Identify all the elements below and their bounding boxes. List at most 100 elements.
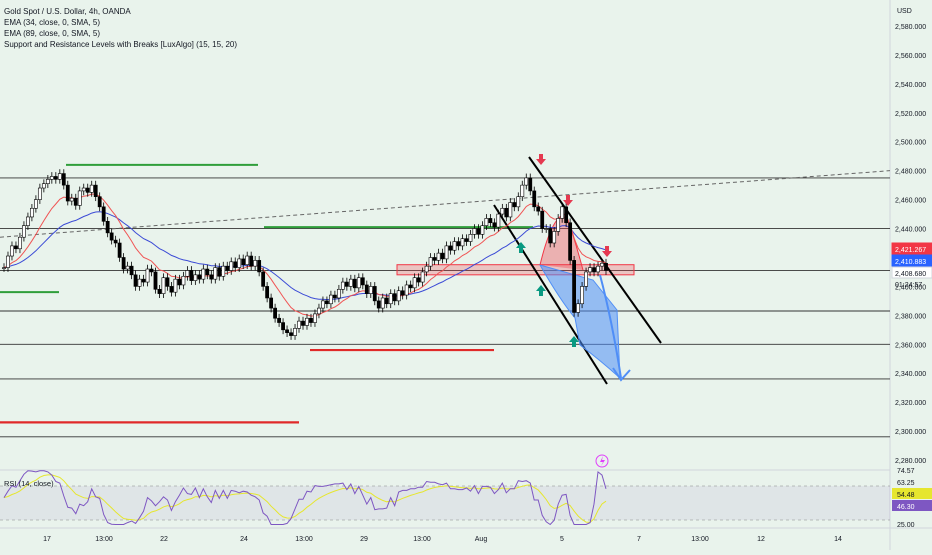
- ema89-line: [3, 211, 607, 301]
- candle-body: [309, 317, 313, 323]
- candle-body: [364, 284, 369, 294]
- candle-body: [261, 271, 266, 287]
- sell-arrow-icon: [536, 154, 546, 165]
- candle-body: [532, 190, 537, 208]
- candle-body: [277, 317, 281, 323]
- candle-body: [161, 277, 166, 294]
- candle-body: [468, 234, 473, 242]
- y-tick-label: 2,440.000: [895, 227, 926, 234]
- candle-body: [472, 228, 477, 235]
- candle-body: [97, 196, 102, 208]
- candle-body: [400, 290, 405, 296]
- candle-body: [552, 231, 557, 244]
- candle-body: [380, 297, 385, 309]
- candle-body: [109, 232, 114, 241]
- y-tick-label: 2,340.000: [895, 371, 926, 378]
- candle-body: [568, 222, 573, 261]
- candle-body: [57, 173, 62, 180]
- candle-body: [93, 184, 98, 198]
- candle-body: [492, 222, 497, 228]
- candle-body: [65, 184, 70, 202]
- candle-body: [197, 274, 202, 280]
- candle-body: [265, 286, 270, 299]
- y-tick-label: 2,400.000: [895, 284, 926, 291]
- candle-body: [432, 257, 437, 261]
- candle-body: [201, 268, 206, 280]
- currency-label: USD: [897, 8, 912, 15]
- sell-arrow-icon: [563, 195, 573, 206]
- candle-body: [73, 197, 78, 206]
- candle-body: [356, 277, 361, 289]
- lightning-glyph: [600, 456, 605, 466]
- candle-body: [420, 271, 425, 283]
- candle-body: [564, 206, 569, 224]
- y-tick-label: 2,360.000: [895, 342, 926, 349]
- legend-ema34: EMA (34, close, 0, SMA, 5): [4, 18, 101, 27]
- candle-body: [384, 297, 389, 305]
- candle-body: [237, 258, 242, 268]
- rsi-ma-line: [3, 474, 607, 523]
- lightning-icon: [595, 454, 609, 468]
- x-tick-label: 29: [360, 536, 368, 543]
- candle-body: [101, 206, 106, 222]
- rsi-badge-label: 54.48: [897, 492, 915, 499]
- legend-symbol: Gold Spot / U.S. Dollar, 4h, OANDA: [4, 7, 131, 16]
- x-tick-label: 13:00: [413, 536, 431, 543]
- x-tick-label: 12: [757, 536, 765, 543]
- candle-body: [22, 225, 26, 238]
- projection-shape: [538, 264, 621, 380]
- candle-body: [448, 245, 453, 251]
- candle-body: [117, 242, 122, 258]
- candle-body: [185, 270, 190, 277]
- candle-body: [536, 206, 541, 212]
- candle-body: [480, 225, 485, 235]
- candle-body: [233, 261, 238, 268]
- rsi-badge-label: 46.30: [897, 504, 915, 511]
- candle-body: [317, 307, 321, 315]
- chart-legend: Gold Spot / U.S. Dollar, 4h, OANDA EMA (…: [4, 6, 237, 50]
- candle-body: [325, 300, 329, 305]
- candle-body: [484, 218, 489, 226]
- candle-body: [137, 278, 142, 287]
- candle-body: [596, 265, 600, 273]
- candle-body: [273, 307, 277, 319]
- x-tick-label: 13:00: [691, 536, 709, 543]
- y-tick-label: 2,560.000: [895, 53, 926, 60]
- candle-body: [516, 196, 521, 208]
- candle-body: [572, 260, 577, 313]
- price-badge-label: 2,421.267: [895, 247, 926, 254]
- projection-arrowhead: [612, 367, 631, 382]
- candle-body: [217, 267, 222, 277]
- candle-body: [26, 216, 30, 226]
- candle-body: [269, 297, 274, 309]
- candle-body: [181, 275, 186, 286]
- x-tick-label: Aug: [475, 536, 488, 543]
- candle-body: [121, 257, 126, 270]
- price-badge: [891, 266, 932, 279]
- buy-arrow-icon: [536, 285, 546, 296]
- candle-body: [408, 284, 413, 289]
- x-tick-label: 14: [834, 536, 842, 543]
- candle-body: [229, 261, 234, 271]
- x-tick-label: 17: [43, 536, 51, 543]
- candle-body: [125, 265, 130, 270]
- rsi-tick-label: 25.00: [897, 522, 915, 529]
- rsi-tick-label: 63.25: [897, 480, 915, 487]
- candle-body: [49, 176, 54, 180]
- candle-body: [444, 245, 449, 260]
- candle-body: [281, 322, 285, 331]
- candle-body: [85, 187, 90, 193]
- candle-body: [524, 177, 529, 186]
- candle-body: [604, 262, 608, 271]
- resistance-zone-box: [396, 264, 635, 276]
- y-tick-label: 2,580.000: [895, 24, 926, 31]
- y-tick-label: 2,300.000: [895, 429, 926, 436]
- y-tick-label: 2,380.000: [895, 313, 926, 320]
- rsi-badge: [892, 488, 932, 499]
- candle-body: [404, 284, 409, 296]
- rsi-band: [0, 486, 890, 520]
- candle-body: [153, 271, 158, 290]
- candle-body: [528, 177, 533, 192]
